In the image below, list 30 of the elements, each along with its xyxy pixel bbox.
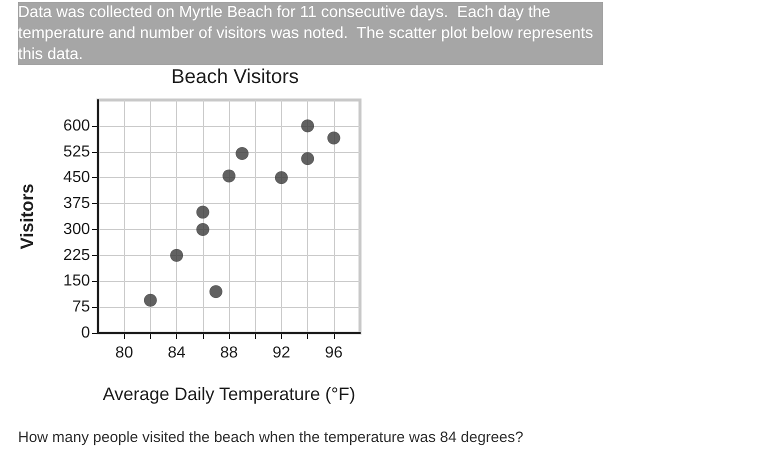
y-tick-label: 150 xyxy=(63,272,90,290)
point xyxy=(301,119,314,132)
text: How many people visited the beach when the temperature was 84 degrees? xyxy=(18,429,524,446)
y-tick-label: 600 xyxy=(63,117,90,134)
x-axis-title: Average Daily Temperature (°F) xyxy=(102,384,356,404)
point xyxy=(196,206,210,219)
y-tick-label: 75 xyxy=(72,298,90,316)
y-tick-label: 525 xyxy=(63,143,90,160)
y-tick-label: 225 xyxy=(63,246,90,264)
y-tick-label: 300 xyxy=(63,220,90,238)
point xyxy=(236,147,249,160)
point xyxy=(274,171,288,184)
point xyxy=(144,294,157,307)
x-tick-label: 88 xyxy=(220,344,238,362)
x-tick-label: 84 xyxy=(168,344,186,362)
point xyxy=(327,131,340,144)
x-tick-label: 92 xyxy=(272,344,290,362)
y-tick-label: 0 xyxy=(81,324,90,342)
point xyxy=(301,152,314,166)
y-axis-title: Visitors xyxy=(17,184,37,250)
point xyxy=(222,169,236,182)
chart-title: Beach Visitors xyxy=(171,66,299,88)
point xyxy=(196,222,210,236)
point xyxy=(209,285,222,298)
x-tick-label: 96 xyxy=(324,344,343,362)
text: Data was collected on Myrtle Beach for 11 consecutive days. Each day the temperature and number of visitors was noted. The scatter plot below represents this data. xyxy=(18,4,598,63)
x-tick-label: 80 xyxy=(115,344,134,362)
y-tick-label: 450 xyxy=(63,169,90,186)
y-tick-label: 375 xyxy=(63,195,90,212)
point xyxy=(170,248,184,262)
